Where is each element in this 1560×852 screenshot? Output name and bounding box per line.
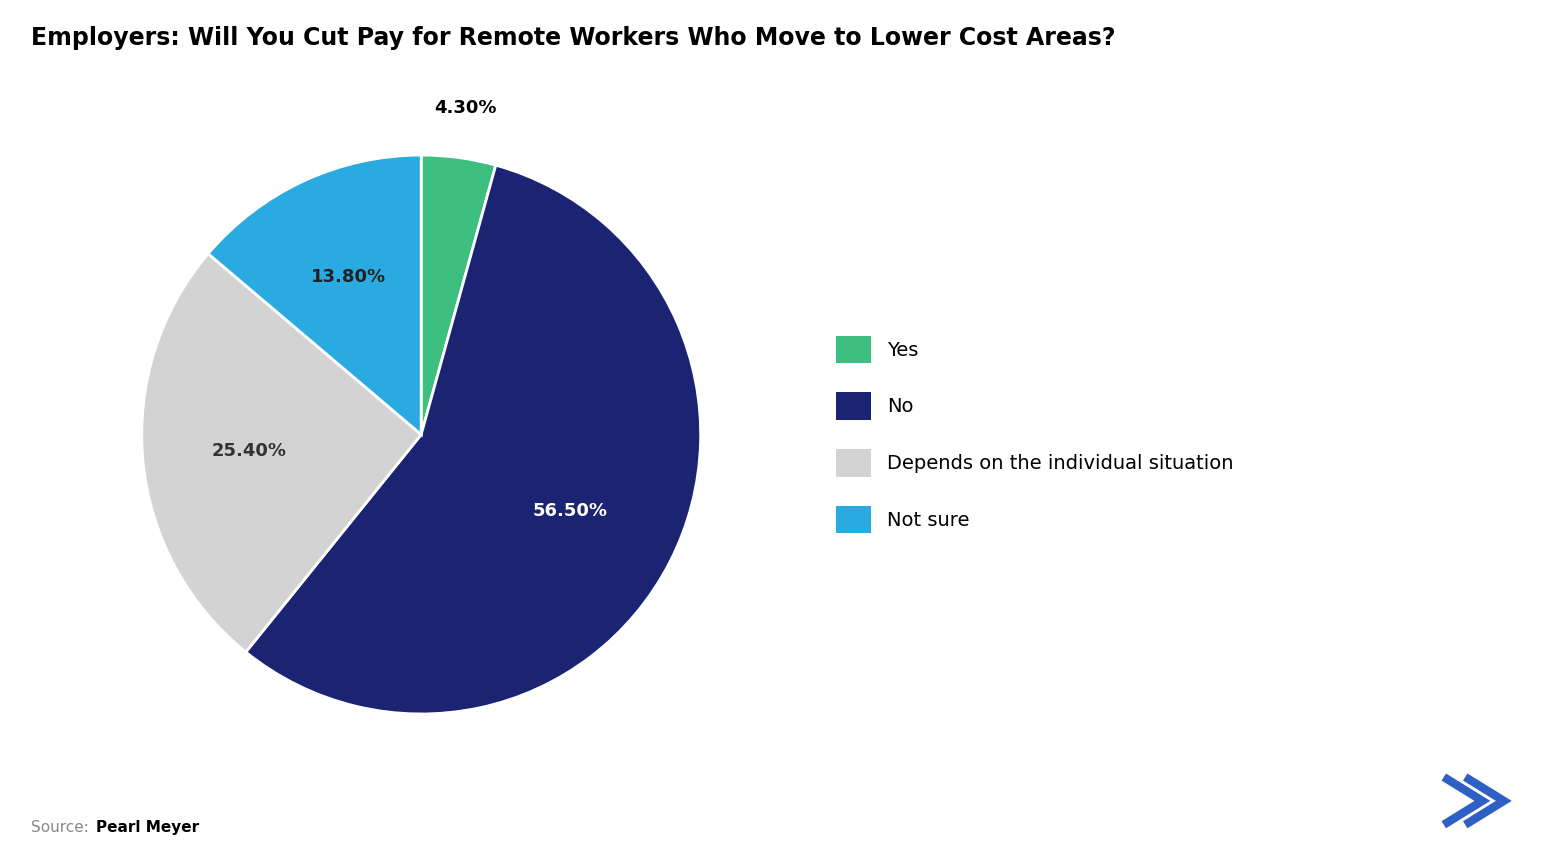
Text: 56.50%: 56.50%: [534, 502, 608, 520]
Text: Pearl Meyer: Pearl Meyer: [97, 820, 200, 835]
Text: Source:: Source:: [31, 820, 94, 835]
Legend: Yes, No, Depends on the individual situation, Not sure: Yes, No, Depends on the individual situa…: [836, 336, 1234, 533]
Wedge shape: [421, 155, 496, 435]
Wedge shape: [246, 165, 700, 714]
Text: 4.30%: 4.30%: [434, 99, 498, 117]
Text: 25.40%: 25.40%: [211, 442, 285, 460]
Wedge shape: [142, 254, 421, 652]
Wedge shape: [207, 155, 421, 435]
Text: Employers: Will You Cut Pay for Remote Workers Who Move to Lower Cost Areas?: Employers: Will You Cut Pay for Remote W…: [31, 26, 1115, 49]
Text: 13.80%: 13.80%: [310, 268, 385, 286]
